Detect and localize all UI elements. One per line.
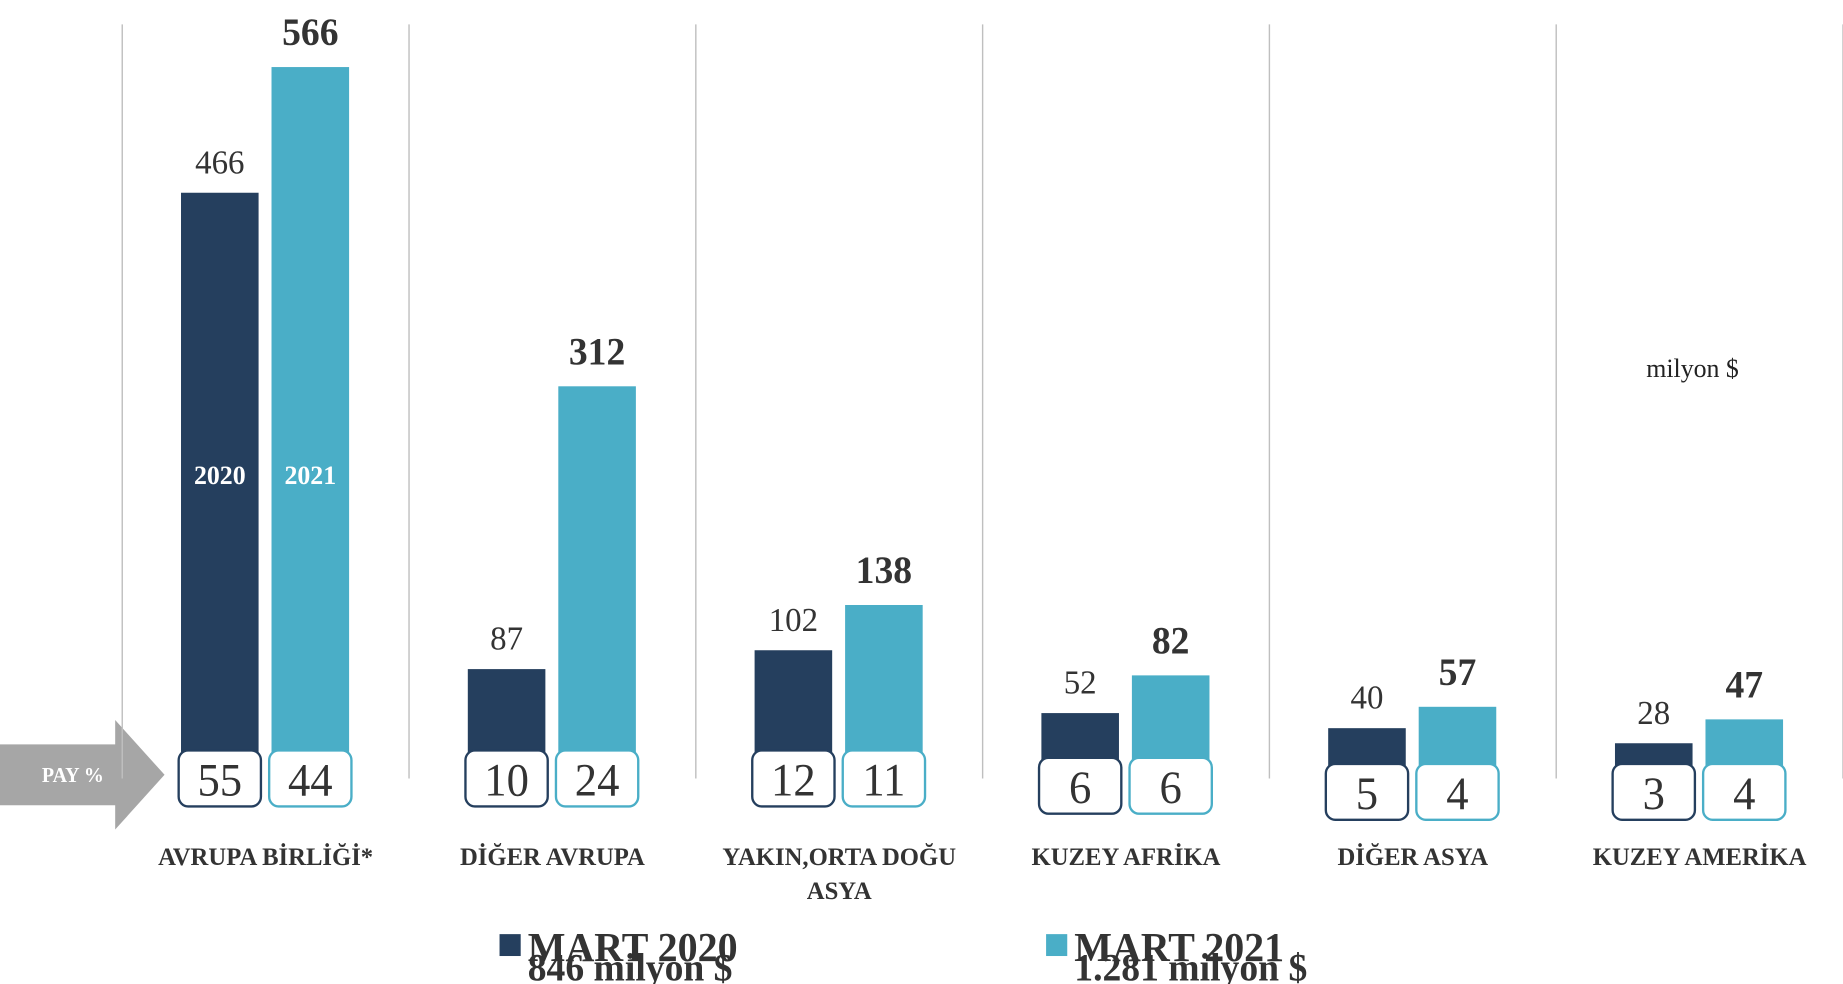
value-label: 47	[1725, 664, 1763, 707]
share-box	[1701, 762, 1787, 822]
category-label: DİĞER AVRUPA	[460, 841, 645, 870]
share-box	[1415, 762, 1500, 822]
bar-label: 2020	[194, 461, 246, 490]
legend-swatch	[499, 934, 521, 957]
share-box	[267, 749, 353, 808]
share-value: 6	[1069, 762, 1091, 813]
share-value: 6	[1160, 762, 1182, 813]
category-label: KUZEY AMERİKA	[1593, 842, 1807, 870]
legend-total: 1.281 milyon $	[1074, 947, 1307, 984]
share-arrow	[0, 720, 165, 830]
share-value: 55	[197, 755, 242, 806]
share-value: 11	[862, 755, 905, 806]
bar	[181, 192, 259, 779]
legend-name: MART 2021	[1074, 924, 1284, 970]
legend-name: MART 2020	[528, 924, 738, 970]
share-box	[1037, 756, 1123, 815]
share-box	[751, 749, 836, 808]
share-value: 44	[288, 755, 333, 806]
category-line: KUZEY AFRİKA	[1032, 842, 1221, 870]
bar	[271, 67, 350, 779]
share-value: 12	[771, 755, 816, 806]
value-label: 138	[856, 550, 912, 593]
unit-label: milyon $	[1646, 354, 1739, 383]
category-label: DİĞER ASYA	[1337, 841, 1488, 870]
category-label: AVRUPA BİRLİĞİ*	[158, 841, 373, 870]
legend-swatch	[1046, 934, 1068, 957]
share-box	[1324, 762, 1410, 822]
category-line: ASYA	[807, 878, 872, 905]
value-label: 566	[282, 12, 338, 55]
share-label: PAY %	[42, 765, 104, 787]
category-line: YAKIN,ORTA DOĞU	[722, 841, 956, 870]
bar	[558, 386, 636, 779]
category-line: DİĞER AVRUPA	[460, 841, 645, 870]
value-label: 87	[490, 620, 523, 658]
share-box	[554, 749, 640, 808]
category-line: KUZEY AMERİKA	[1593, 842, 1807, 870]
share-value: 4	[1733, 768, 1756, 819]
legend-total: 846 milyon $	[528, 947, 733, 984]
value-label: 52	[1064, 664, 1097, 702]
category-line: DİĞER ASYA	[1337, 841, 1488, 870]
share-box	[1611, 762, 1697, 822]
category-label: KUZEY AFRİKA	[1032, 842, 1221, 870]
value-label: 312	[569, 331, 625, 374]
category-line: AVRUPA BİRLİĞİ*	[158, 841, 373, 870]
value-label: 102	[769, 601, 818, 639]
share-box	[841, 749, 927, 808]
category-label: YAKIN,ORTA DOĞU ASYA	[722, 841, 956, 905]
value-label: 82	[1152, 620, 1190, 663]
share-value: 10	[484, 755, 529, 806]
share-box	[464, 749, 549, 808]
value-label: 40	[1351, 679, 1384, 717]
share-value: 4	[1446, 768, 1469, 819]
value-label: 466	[195, 144, 244, 182]
share-box	[177, 749, 263, 808]
bar-label: 2021	[284, 461, 336, 490]
share-value: 24	[575, 755, 620, 806]
share-box	[1128, 756, 1213, 815]
share-value: 5	[1356, 768, 1378, 819]
value-label: 57	[1439, 651, 1477, 694]
share-value: 3	[1643, 768, 1665, 819]
value-label: 28	[1637, 694, 1670, 732]
